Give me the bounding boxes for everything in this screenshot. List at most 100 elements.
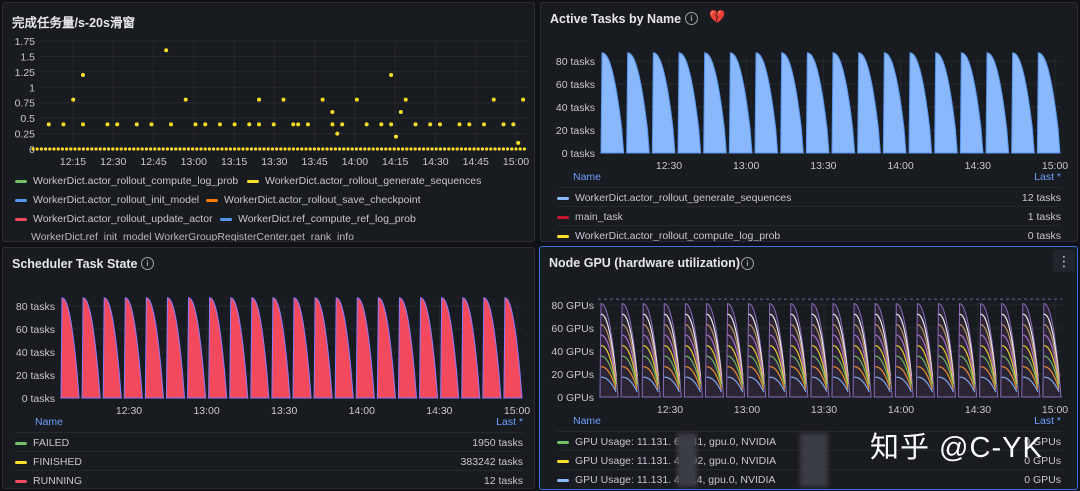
data-point [183, 97, 188, 102]
series-line [769, 345, 786, 385]
series-line [643, 345, 659, 385]
data-point [363, 147, 367, 151]
series-line [917, 366, 934, 390]
data-point [388, 147, 392, 151]
data-point [305, 122, 310, 127]
name-header[interactable]: Name [573, 415, 602, 427]
area-segment [419, 297, 439, 399]
series-line [980, 366, 997, 390]
data-point [115, 122, 120, 127]
series-line [811, 313, 828, 377]
data-point [81, 147, 85, 151]
table-row[interactable]: FAILED 1950 tasks [15, 432, 523, 452]
data-point [335, 131, 340, 136]
series-line [853, 334, 870, 382]
area-segment [882, 52, 907, 154]
last-header[interactable]: Last * [1034, 171, 1061, 183]
series-line [1001, 366, 1018, 390]
series-line [959, 345, 976, 385]
series-line [1022, 366, 1039, 390]
area-segment [754, 52, 779, 154]
data-point [39, 147, 44, 151]
table-row[interactable]: main_task 1 tasks [557, 206, 1061, 226]
data-point [232, 122, 237, 127]
series-line [727, 313, 744, 377]
series-swatch [557, 440, 569, 444]
info-icon[interactable]: i [685, 12, 698, 25]
legend-item[interactable]: WorkerDict.actor_rollout_compute_log_pro… [15, 175, 238, 187]
data-point [186, 147, 190, 151]
data-point [514, 147, 518, 151]
panel-node-gpu[interactable]: Node GPU (hardware utilization) i ⋮ 80 G… [539, 246, 1078, 490]
series-line [875, 324, 891, 379]
legend-swatch [220, 217, 232, 221]
series-line [664, 345, 680, 385]
data-point [279, 147, 283, 151]
node-gpu-chart[interactable]: 80 GPUs 60 GPUs 40 GPUs 20 GPUs 0 GPUs 12:30 1… [540, 277, 1078, 417]
data-point [325, 147, 329, 151]
series-line [938, 334, 955, 382]
data-point [501, 122, 506, 127]
data-point [90, 147, 94, 151]
series-line [1001, 334, 1018, 382]
table-row[interactable]: GPU Usage: 11.131. 60441, gpu.0, NVIDIA 0… [557, 431, 1061, 451]
legend-swatch [247, 179, 259, 183]
table-row[interactable]: WorkerDict.actor_rollout_compute_log_pro… [557, 225, 1061, 242]
data-point [136, 147, 140, 151]
x-tick-label: 14:00 [887, 160, 913, 172]
data-point [522, 147, 527, 151]
panel-menu-icon[interactable]: ⋮ [1053, 250, 1075, 272]
data-point [247, 122, 252, 127]
last-header[interactable]: Last * [496, 416, 523, 428]
area-segment [187, 297, 207, 399]
legend-item[interactable]: WorkerDict.ref_compute_ref_log_prob [220, 213, 416, 225]
x-tick-label: 12:45 [140, 156, 166, 168]
legend-item[interactable]: WorkerDict.actor_rollout_init_model [15, 194, 199, 206]
series-line [917, 345, 934, 385]
series-last-value: 0 tasks [1027, 230, 1061, 242]
name-header[interactable]: Name [35, 416, 64, 428]
panel-active-tasks[interactable]: Active Tasks by Name i 💔 80 tasks 60 task… [540, 2, 1078, 242]
legend-item[interactable]: WorkerDict.actor_rollout_update_actor [15, 213, 213, 225]
series-line [748, 334, 765, 382]
name-header[interactable]: Name [573, 171, 602, 183]
data-point [510, 147, 514, 151]
series-line [769, 313, 786, 377]
table-row[interactable]: RUNNING 12 tasks [15, 470, 523, 488]
data-point [86, 147, 90, 151]
data-point [65, 147, 69, 151]
series-line [1001, 355, 1018, 387]
data-point [212, 147, 216, 151]
data-point [308, 147, 312, 151]
x-tick-label: 13:45 [301, 156, 327, 168]
series-line [938, 376, 955, 393]
completed-tasks-chart[interactable]: 1.751.51.2510.750.50.25012:1512:3012:451… [3, 33, 535, 198]
last-header[interactable]: Last * [1034, 415, 1061, 427]
series-swatch [557, 234, 569, 238]
series-line [727, 376, 744, 393]
series-line [769, 366, 786, 390]
info-icon[interactable]: i [741, 257, 754, 270]
table-row[interactable]: WorkerDict.actor_rollout_generate_sequen… [557, 187, 1061, 207]
panel-completed-tasks[interactable]: 完成任务量/s-20s滑窗 1.751.51.2510.750.50.25012… [2, 2, 535, 242]
legend-item[interactable]: WorkerDict.actor_rollout_save_checkpoint [206, 194, 420, 206]
data-point [170, 147, 174, 151]
info-icon[interactable]: i [141, 257, 154, 270]
x-tick-label: 15:00 [504, 405, 530, 417]
x-tick-label: 13:00 [193, 405, 219, 417]
scheduler-task-chart[interactable]: 80 tasks 60 tasks 40 tasks 20 tasks 0 tasks 1… [3, 278, 535, 418]
series-line [790, 355, 807, 387]
panel-scheduler-task-state[interactable]: Scheduler Task State i 80 tasks 60 tasks 4… [2, 247, 535, 489]
table-row[interactable]: FINISHED 383242 tasks [15, 451, 523, 471]
series-line [875, 366, 891, 390]
legend-swatch [15, 179, 27, 183]
series-line [706, 376, 723, 393]
y-tick-label: 60 tasks [16, 324, 55, 336]
data-point [330, 122, 335, 127]
data-point [518, 147, 522, 151]
series-line [748, 345, 765, 385]
active-tasks-chart[interactable]: 80 tasks 60 tasks 40 tasks 20 tasks 0 tasks 1… [541, 33, 1078, 173]
series-line [664, 324, 680, 379]
legend-item[interactable]: WorkerDict.actor_rollout_generate_sequen… [247, 175, 481, 187]
data-point [481, 122, 486, 127]
